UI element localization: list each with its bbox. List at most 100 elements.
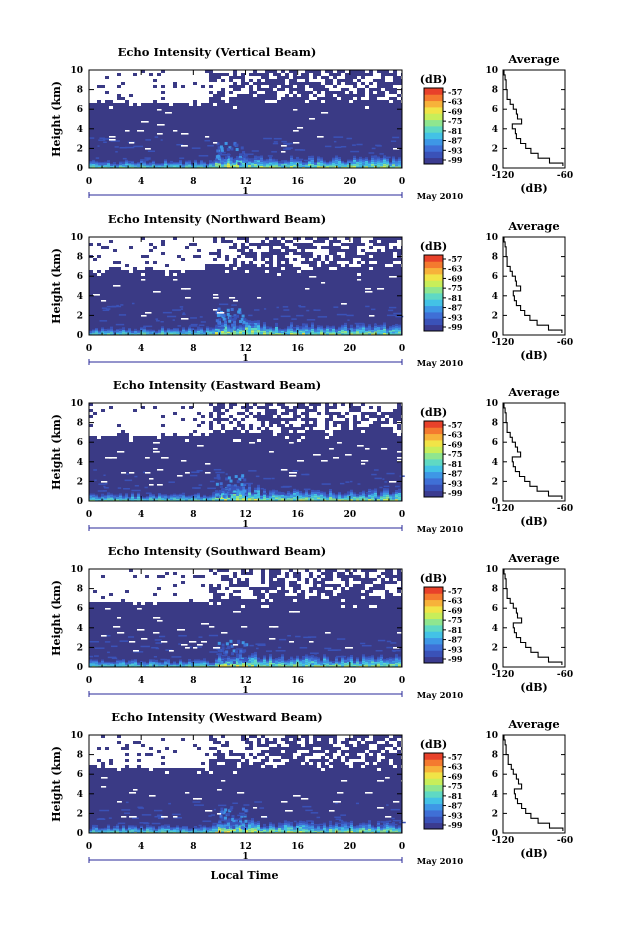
echo-cell	[230, 308, 234, 312]
echo-cell	[191, 164, 194, 166]
missing-cell	[165, 88, 169, 91]
missing-cell	[157, 258, 161, 261]
echo-cell	[356, 327, 359, 330]
echo-cell	[218, 151, 222, 155]
echo-cell	[200, 496, 203, 498]
missing-cell	[185, 261, 189, 264]
missing-cell	[181, 318, 189, 320]
missing-cell	[125, 421, 129, 424]
missing-cell	[173, 91, 177, 94]
echo-cell	[305, 654, 308, 657]
echo-cell	[209, 327, 212, 329]
colorbar-tick-label: -81	[448, 293, 462, 303]
missing-cell	[117, 252, 121, 255]
echo-cell	[191, 330, 194, 332]
echo-cell	[254, 661, 257, 665]
echo-cell	[134, 498, 137, 499]
echo-cell	[143, 164, 146, 166]
missing-cell	[113, 403, 117, 406]
echo-cell	[161, 327, 164, 330]
missing-cell	[149, 433, 153, 436]
missing-cell	[365, 82, 369, 85]
echo-cell	[241, 474, 245, 478]
echo-cell	[287, 661, 290, 663]
echo-cell	[386, 472, 395, 475]
echo-cell	[251, 166, 254, 168]
missing-cell	[333, 415, 337, 418]
echo-cell	[124, 479, 133, 482]
missing-cell	[393, 94, 397, 97]
echo-cell	[151, 646, 158, 649]
echo-cell	[191, 499, 194, 501]
echo-cell	[93, 469, 97, 471]
missing-cell	[265, 249, 269, 252]
missing-cell	[313, 97, 317, 100]
echo-cell	[254, 489, 257, 493]
missing-cell	[229, 237, 233, 240]
echo-cell	[275, 650, 286, 652]
missing-cell	[217, 82, 221, 85]
echo-cell	[230, 657, 233, 659]
missing-cell	[225, 76, 229, 79]
echo-cell	[338, 662, 341, 664]
echo-cell	[374, 323, 377, 326]
missing-cell	[189, 264, 193, 267]
echo-cell	[257, 657, 260, 660]
echo-cell	[107, 663, 110, 665]
missing-cell	[157, 415, 161, 418]
echo-cell	[293, 158, 296, 161]
missing-cell	[129, 433, 133, 436]
missing-cell	[345, 261, 349, 264]
echo-cell	[284, 493, 287, 495]
echo-cell	[110, 166, 113, 168]
missing-cell	[181, 91, 185, 94]
echo-cell	[290, 498, 293, 500]
echo-cell	[197, 165, 200, 167]
echo-cell	[176, 665, 179, 667]
echo-cell	[123, 488, 130, 490]
missing-cell	[105, 243, 109, 246]
echo-cell	[190, 323, 198, 326]
missing-cell	[173, 249, 177, 252]
missing-cell	[169, 418, 173, 421]
missing-cell	[381, 403, 385, 406]
echo-cell	[386, 160, 389, 163]
echo-cell	[356, 163, 359, 165]
missing-cell	[145, 97, 149, 100]
colorbar-tick-label: -57	[448, 420, 462, 430]
echo-cell	[194, 331, 197, 333]
missing-cell	[289, 406, 293, 409]
missing-cell	[401, 243, 405, 246]
missing-cell	[221, 76, 225, 79]
echo-cell	[197, 496, 200, 499]
echo-cell	[293, 494, 296, 497]
echo-cell	[275, 159, 278, 161]
echo-cell	[115, 323, 125, 326]
echo-cell	[278, 496, 281, 498]
echo-cell	[311, 322, 314, 325]
echo-cell	[125, 664, 128, 666]
echo-cell	[269, 330, 272, 333]
echo-cell	[359, 164, 362, 167]
colorbar-frame	[423, 254, 444, 332]
echo-cell	[224, 320, 227, 324]
echo-cell	[134, 328, 137, 330]
echo-cell	[122, 327, 125, 329]
echo-cell	[320, 159, 323, 161]
echo-cell	[380, 494, 383, 497]
missing-cell	[269, 427, 273, 430]
echo-cell	[356, 657, 359, 660]
echo-cell	[293, 496, 296, 499]
missing-cell	[177, 415, 181, 418]
missing-cell	[197, 403, 201, 406]
missing-cell	[361, 85, 365, 88]
missing-cell	[133, 430, 137, 433]
echo-cell	[188, 658, 191, 661]
echo-cell	[185, 331, 188, 333]
echo-cell	[128, 498, 131, 499]
missing-cell	[129, 82, 133, 85]
echo-cell	[152, 496, 155, 498]
echo-cell	[383, 661, 386, 663]
missing-cell	[93, 415, 97, 418]
missing-cell	[265, 421, 269, 424]
